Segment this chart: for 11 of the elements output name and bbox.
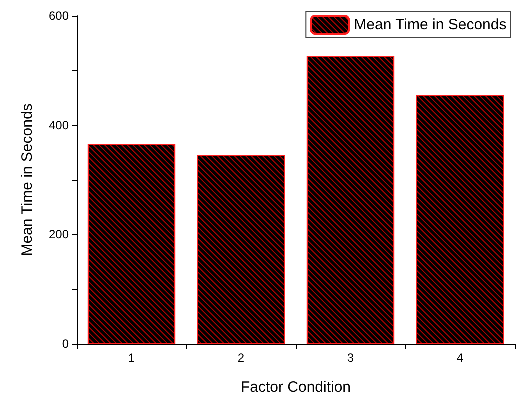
- x-tick-label: 3: [347, 351, 354, 365]
- y-tick-label: 0: [62, 337, 70, 351]
- x-tick-label: 4: [456, 351, 464, 365]
- x-tick-label: 1: [128, 351, 136, 365]
- y-axis-title: Mean Time in Seconds: [19, 104, 36, 256]
- x-tick-label: 2: [238, 351, 245, 365]
- y-tick-label: 600: [48, 9, 70, 23]
- y-tick-label: 400: [48, 118, 70, 132]
- x-axis-title: Factor Condition: [240, 379, 352, 396]
- y-tick-label: 200: [48, 228, 70, 242]
- legend-label: Mean Time in Seconds: [354, 16, 507, 34]
